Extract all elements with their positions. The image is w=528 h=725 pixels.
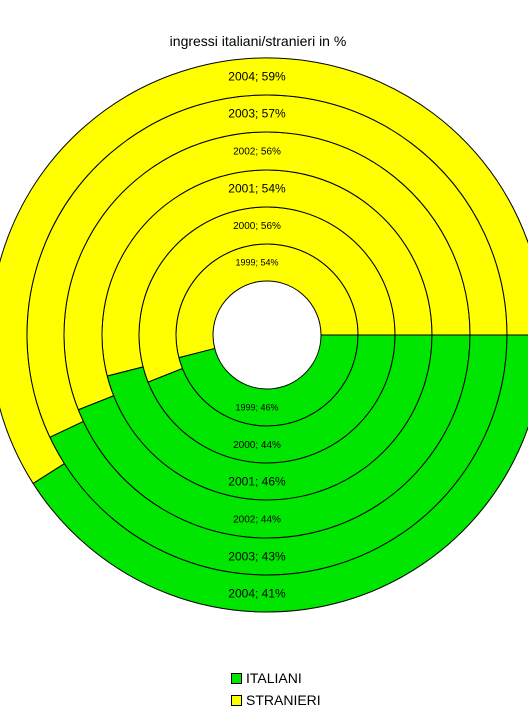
label-1999-stranieri: 1999; 54%	[235, 258, 278, 268]
label-1999-italiani: 1999; 46%	[235, 403, 278, 413]
label-2001-italiani: 2001; 46%	[228, 475, 286, 489]
label-2002-stranieri: 2002; 56%	[233, 147, 281, 158]
legend-item-italiani: ITALIANI	[231, 667, 321, 689]
label-2002-italiani: 2002; 44%	[233, 515, 281, 526]
legend-label-italiani: ITALIANI	[246, 670, 302, 686]
label-2003-italiani: 2003; 43%	[228, 550, 286, 564]
legend: ITALIANI STRANIERI	[231, 667, 321, 711]
legend-swatch-stranieri	[231, 694, 242, 706]
slice-2004-italiani	[32, 334, 528, 613]
label-2004-stranieri: 2004; 59%	[228, 70, 286, 84]
label-2000-stranieri: 2000; 56%	[233, 221, 281, 232]
label-2001-stranieri: 2001; 54%	[228, 182, 286, 196]
label-2003-stranieri: 2003; 57%	[228, 107, 286, 121]
rings-group: 1999; 46% 1999; 54% 2000; 44% 2000; 56% 2001…	[0, 57, 528, 613]
chart-title: ingressi italiani/stranieri in %	[169, 33, 347, 49]
slice-2004-stranieri	[0, 57, 528, 485]
label-2004-italiani: 2004; 41%	[228, 587, 286, 601]
label-2000-italiani: 2000; 44%	[233, 440, 281, 451]
legend-item-stranieri: STRANIERI	[231, 689, 321, 711]
legend-label-stranieri: STRANIERI	[246, 692, 321, 708]
legend-swatch-italiani	[231, 672, 242, 684]
